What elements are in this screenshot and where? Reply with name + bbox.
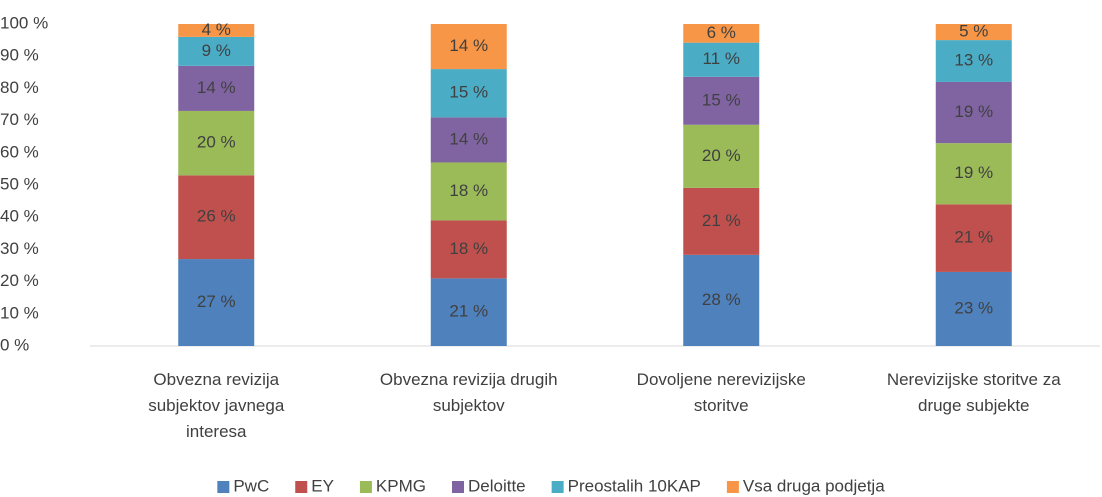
bar-segment (430, 69, 507, 118)
data-label: 14 % (449, 129, 488, 148)
y-tick-label: 60 % (0, 142, 39, 161)
data-label: 19 % (954, 163, 993, 182)
legend-swatch (451, 481, 464, 493)
x-tick-label: Obvezna revizija drugih subjektov (380, 370, 558, 415)
bar-segment (430, 162, 507, 221)
legend-item: Preostalih 10KAP (551, 476, 701, 495)
legend-swatch (359, 481, 372, 493)
x-tick-label: Nerevizijske storitve za druge subjekte (887, 370, 1061, 415)
legend-label: EY (311, 476, 334, 495)
legend-label: PwC (233, 476, 269, 495)
data-label: 27 % (197, 292, 236, 311)
legend-swatch (217, 481, 230, 493)
data-label: 19 % (954, 102, 993, 121)
x-tick-label: Dovoljene nerevizijske storitve (637, 370, 806, 415)
y-tick-label: 0 % (0, 335, 29, 354)
data-label: 13 % (954, 51, 993, 70)
data-label: 18 % (449, 181, 488, 200)
legend-swatch (295, 481, 308, 493)
y-tick-label: 80 % (0, 78, 39, 97)
y-tick-label: 70 % (0, 110, 39, 129)
bar-segment (430, 24, 507, 70)
y-tick-label: 100 % (0, 13, 48, 32)
legend-item: PwC (217, 476, 269, 495)
data-label: 9 % (202, 41, 231, 60)
bar-segment (935, 24, 1012, 41)
data-label: 14 % (449, 36, 488, 55)
y-tick-label: 90 % (0, 46, 39, 65)
bar-segment (178, 24, 255, 37)
bar-segment (935, 204, 1012, 272)
data-label: 6 % (707, 23, 736, 42)
data-label: 11 % (703, 49, 741, 68)
y-tick-label: 20 % (0, 271, 39, 290)
y-tick-label: 30 % (0, 239, 39, 258)
bar-segment (178, 175, 255, 260)
data-label: 20 % (702, 146, 741, 165)
legend-swatch (726, 481, 739, 493)
legend-label: Vsa druga podjetja (743, 476, 885, 495)
bar-segment (430, 278, 507, 346)
legend-label: Deloitte (468, 476, 526, 495)
bar-segment (683, 42, 760, 77)
bar-segment (683, 24, 760, 43)
data-label: 15 % (702, 90, 741, 109)
bar-segment (683, 254, 760, 346)
bar-segment (430, 220, 507, 279)
data-label: 20 % (197, 133, 236, 152)
bar-segment (935, 81, 1012, 144)
bar-segment (683, 187, 760, 255)
data-label: 21 % (449, 302, 488, 321)
bar-segment (178, 36, 255, 66)
y-tick-label: 50 % (0, 174, 39, 193)
bar-segment (430, 117, 507, 163)
bar-segment (178, 110, 255, 176)
legend-label: Preostalih 10KAP (568, 476, 701, 495)
data-label: 23 % (954, 298, 993, 317)
bar-segment (935, 143, 1012, 205)
data-label: 18 % (449, 239, 488, 258)
data-label: 5 % (959, 22, 988, 41)
data-label: 28 % (702, 290, 741, 309)
data-label: 21 % (702, 211, 741, 230)
data-label: 4 % (202, 20, 231, 39)
legend-item: Vsa druga podjetja (726, 476, 885, 495)
legend-swatch (551, 481, 564, 493)
bar-segment (683, 124, 760, 188)
data-label: 15 % (449, 83, 488, 102)
legend-item: Deloitte (451, 476, 526, 495)
legend-item: KPMG (359, 476, 426, 495)
y-tick-label: 40 % (0, 207, 39, 226)
y-tick-label: 10 % (0, 303, 39, 322)
bar-segment (178, 65, 255, 111)
bar-segment (935, 271, 1012, 346)
legend-item: EY (295, 476, 334, 495)
data-label: 14 % (197, 78, 236, 97)
bar-segment (178, 259, 255, 346)
legend-label: KPMG (376, 476, 426, 495)
bar-segment (935, 40, 1012, 82)
bar-segment (683, 76, 760, 125)
data-label: 21 % (954, 228, 993, 247)
x-tick-label: Obvezna revizija subjektov javnega interes… (148, 370, 285, 441)
data-label: 26 % (197, 207, 236, 226)
